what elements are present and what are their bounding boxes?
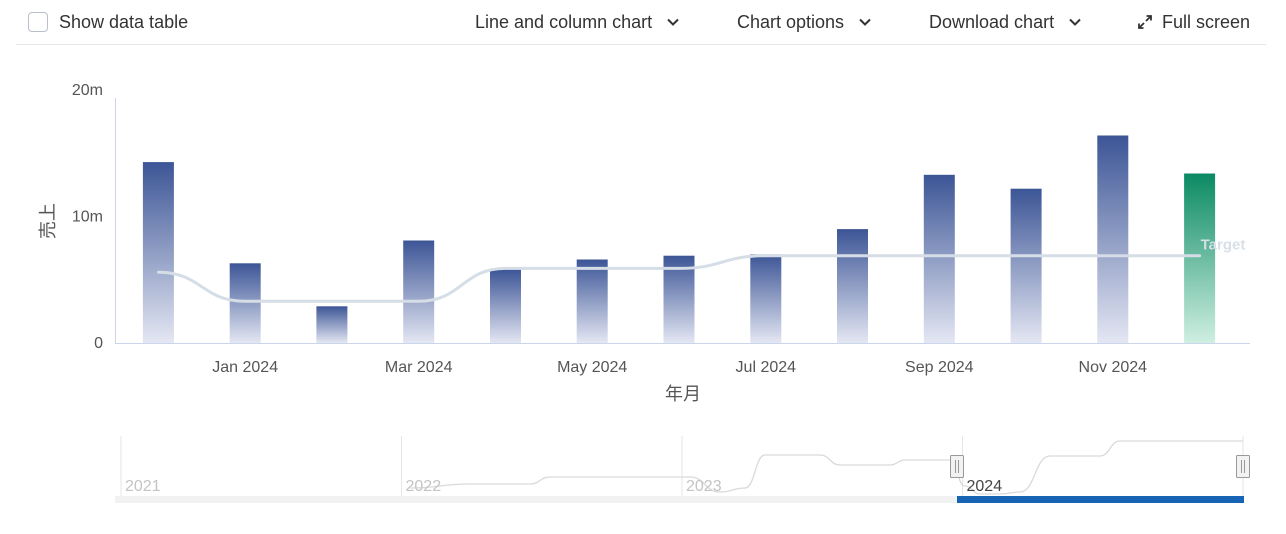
target-line[interactable]	[156, 254, 1202, 303]
y-tick-label: 20m	[72, 82, 103, 99]
chart-toolbar: Show data table Line and column chart Ch…	[16, 0, 1266, 45]
show-data-table-label: Show data table	[59, 11, 189, 32]
column-bar[interactable]	[316, 306, 348, 343]
download-chart-dropdown[interactable]: Download chart	[929, 10, 1082, 34]
full-screen-label: Full screen	[1162, 11, 1251, 32]
navigator-year-label: 2023	[686, 478, 722, 495]
x-tick-labels: Jan 2024 Mar 2024 May 2024 Jul 2024 Sep 2024…	[212, 359, 1147, 376]
navigator-year-label: 2021	[125, 478, 161, 495]
chevron-down-icon	[858, 15, 872, 29]
navigator-year-label: 2022	[406, 478, 442, 495]
x-tick-label: Sep 2024	[905, 359, 974, 376]
y-axis-title: 売上	[38, 203, 59, 239]
column-bar[interactable]	[576, 259, 608, 344]
column-bar[interactable]	[1097, 135, 1129, 344]
column-bar[interactable]	[837, 229, 868, 343]
target-series: Target	[156, 237, 1246, 303]
chart-type-label: Line and column chart	[475, 11, 653, 32]
show-data-table-checkbox[interactable]	[28, 12, 48, 32]
column-bar[interactable]	[923, 174, 955, 343]
x-tick-label: Nov 2024	[1079, 359, 1148, 376]
x-tick-label: Mar 2024	[385, 359, 453, 376]
navigator-scrollbar-track[interactable]	[115, 496, 1244, 503]
chart-options-label: Chart options	[737, 11, 845, 32]
chart-type-dropdown[interactable]: Line and column chart	[475, 10, 680, 34]
column-bar[interactable]	[403, 240, 435, 344]
range-navigator[interactable]: 2021 2022 2023 2024	[115, 436, 1250, 503]
navigator-grid	[120, 436, 1244, 497]
show-data-table-toggle[interactable]: Show data table	[28, 10, 188, 34]
column-bar[interactable]	[1010, 188, 1042, 343]
navigator-year-label: 2024	[967, 478, 1003, 495]
column-bar[interactable]	[750, 254, 782, 343]
column-bar[interactable]	[229, 263, 261, 343]
x-tick-label: Jul 2024	[736, 359, 797, 376]
column-bar[interactable]	[142, 162, 174, 343]
chart-options-dropdown[interactable]: Chart options	[737, 10, 872, 34]
navigator-year-labels: 2021 2022 2023 2024	[125, 478, 1002, 495]
navigator-handle-left-box[interactable]	[950, 455, 964, 478]
chevron-down-icon	[666, 15, 680, 29]
y-tick-label: 10m	[72, 209, 103, 226]
column-bar[interactable]	[1184, 173, 1216, 344]
navigator-line	[409, 440, 1243, 495]
y-tick-labels: 0 10m 20m	[72, 82, 103, 352]
navigator-right-handle[interactable]	[1236, 455, 1250, 478]
x-axis-title: 年月	[665, 384, 701, 405]
target-series-label: Target	[1201, 237, 1246, 254]
download-chart-label: Download chart	[929, 11, 1055, 32]
y-tick-label: 0	[94, 335, 103, 352]
x-tick-label: May 2024	[557, 359, 627, 376]
full-screen-button[interactable]: Full screen	[1137, 10, 1250, 34]
x-tick-label: Jan 2024	[212, 359, 278, 376]
expand-icon	[1137, 14, 1153, 30]
column-bar[interactable]	[663, 255, 695, 343]
navigator-handle-right-box[interactable]	[1236, 455, 1250, 478]
navigator-left-handle[interactable]	[950, 455, 964, 478]
navigator-selected-range[interactable]	[957, 496, 1244, 503]
column-series	[142, 135, 1216, 344]
chevron-down-icon	[1068, 15, 1082, 29]
column-bar[interactable]	[490, 269, 521, 343]
